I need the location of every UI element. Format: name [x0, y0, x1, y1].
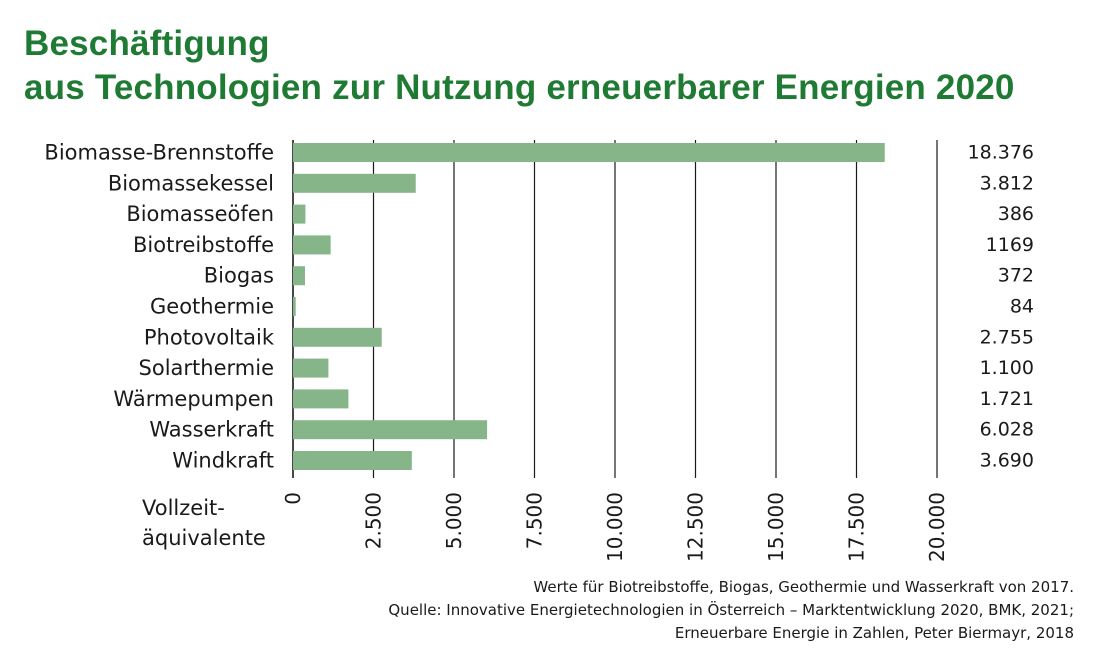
category-label: Biogas [204, 264, 274, 288]
value-label: 3.812 [980, 172, 1034, 194]
gridlines [292, 140, 938, 478]
x-tick-label: 20.000 [925, 492, 949, 562]
footnote-3: Erneuerbare Energie in Zahlen, Peter Bie… [674, 624, 1074, 642]
footnotes: Werte für Biotreibstoffe, Biogas, Geothe… [388, 576, 1074, 645]
value-labels: 18.376 3.812 386 1169 372 84 2.755 1.100 1.721 6.… [968, 142, 1034, 472]
bar [293, 389, 349, 409]
x-tick-label: 7.500 [523, 492, 547, 549]
value-label: 18.376 [968, 142, 1034, 164]
bar [293, 420, 488, 440]
x-tick-label: 5.000 [442, 492, 466, 549]
x-tick-label: 17.500 [845, 492, 869, 562]
category-label: Solarthermie [139, 356, 274, 380]
category-label: Biotreibstoffe [133, 233, 274, 257]
x-axis-label: Vollzeit- äquivalente [142, 493, 266, 553]
bar [293, 297, 296, 316]
x-tick-labels: 0 2.500 5.000 7.500 10.000 12.500 15.000 17.500… [281, 492, 949, 562]
bar [293, 358, 329, 378]
value-label: 3.690 [980, 450, 1034, 472]
value-label: 386 [998, 203, 1034, 225]
title-line-2: aus Technologien zur Nutzung erneuerbare… [24, 68, 1015, 107]
bar [293, 451, 412, 470]
category-label: Biomasseöfen [126, 202, 274, 226]
category-label: Wärmepumpen [113, 387, 274, 411]
value-label: 1.100 [980, 357, 1034, 379]
bar [293, 204, 306, 224]
bar [293, 235, 331, 255]
bar [293, 327, 382, 347]
x-tick-label: 15.000 [764, 492, 788, 562]
bar [293, 266, 305, 286]
x-tick-label: 0 [281, 492, 305, 505]
category-label: Windkraft [172, 449, 274, 473]
value-label: 1169 [986, 234, 1034, 256]
x-tick-label: 10.000 [603, 492, 627, 562]
category-label: Biomasse-Brennstoffe [44, 141, 274, 165]
footnote-1: Werte für Biotreibstoffe, Biogas, Geothe… [533, 578, 1074, 596]
value-label: 2.755 [980, 326, 1034, 348]
category-label: Biomassekessel [108, 171, 274, 195]
category-label: Photovoltaik [144, 325, 275, 349]
value-label: 372 [998, 265, 1034, 287]
bar [293, 173, 416, 193]
category-labels: Biomasse-Brennstoffe Biomassekessel Biomas… [44, 141, 274, 473]
x-tick-label: 2.500 [362, 492, 386, 549]
category-label: Wasserkraft [149, 418, 274, 442]
x-tick-label: 12.500 [684, 492, 708, 562]
value-label: 1.721 [980, 388, 1034, 410]
bars [293, 143, 885, 470]
chart-title: Beschäftigung aus Technologien zur Nutzu… [24, 22, 1015, 110]
x-axis-label-line-2: äquivalente [142, 526, 266, 550]
category-label: Geothermie [150, 295, 274, 319]
value-label: 6.028 [980, 419, 1034, 441]
x-axis-label-line-1: Vollzeit- [142, 496, 225, 520]
footnote-2: Quelle: Innovative Energietechnologien i… [388, 601, 1074, 619]
bar [293, 143, 885, 162]
value-label: 84 [1010, 296, 1034, 318]
title-line-1: Beschäftigung [24, 24, 270, 63]
